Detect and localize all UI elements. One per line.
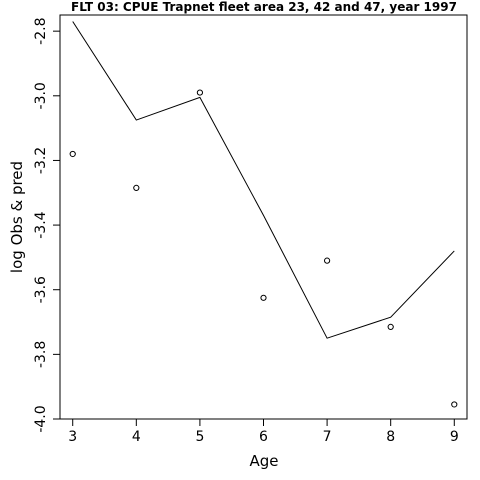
y-tick-label: -3.8 xyxy=(33,341,49,368)
series-layer xyxy=(69,21,458,408)
observed-point xyxy=(133,184,140,192)
y-axis-label: log Obs & pred xyxy=(8,161,26,273)
y-tick-label: -4.0 xyxy=(33,405,49,432)
y-tick-label: -2.8 xyxy=(33,17,49,44)
x-tick-label: 7 xyxy=(323,429,332,445)
chart-title: FLT 03: CPUE Trapnet fleet area 23, 42 a… xyxy=(71,0,457,14)
y-tick-label: -3.4 xyxy=(33,211,49,238)
predicted-line xyxy=(72,21,455,339)
x-tick-label: 8 xyxy=(386,429,395,445)
observed-point xyxy=(387,323,394,330)
x-tick-label: 5 xyxy=(195,429,204,445)
observed-point xyxy=(451,401,458,408)
x-axis-label: Age xyxy=(249,452,278,470)
y-tick-label: -3.0 xyxy=(33,82,49,109)
observed-point xyxy=(323,257,331,264)
x-tick-label: 3 xyxy=(68,429,77,445)
y-tick-label: -3.2 xyxy=(33,147,49,174)
observed-point xyxy=(260,294,267,301)
x-axis: 3 4 5 6 7 8 9 xyxy=(68,418,459,445)
observed-point xyxy=(69,150,76,158)
plot-frame xyxy=(59,14,468,420)
x-tick-label: 9 xyxy=(450,429,459,445)
x-tick-label: 6 xyxy=(259,429,268,445)
x-tick-label: 4 xyxy=(132,429,141,445)
y-tick-label: -3.6 xyxy=(33,276,49,303)
observed-point xyxy=(196,89,204,96)
y-axis: -4.0 -3.8 -3.6 -3.4 -3.2 -3.0 -2.8 xyxy=(33,17,61,433)
